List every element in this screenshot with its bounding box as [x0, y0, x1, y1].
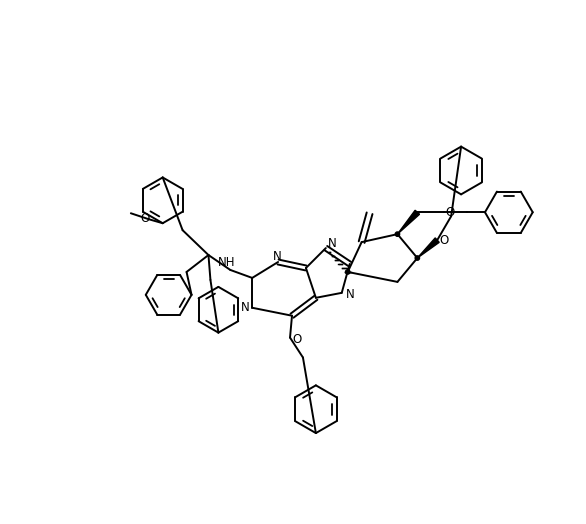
Circle shape [395, 232, 400, 236]
Text: N: N [241, 301, 250, 314]
Text: O: O [445, 206, 455, 219]
Text: N: N [272, 249, 281, 263]
Text: N: N [346, 288, 355, 301]
Text: N: N [328, 237, 336, 249]
Circle shape [415, 256, 420, 260]
Text: NH: NH [217, 256, 235, 269]
Polygon shape [397, 210, 420, 234]
Polygon shape [417, 238, 440, 258]
Text: O: O [140, 212, 149, 225]
Text: O: O [292, 333, 302, 346]
Text: O: O [440, 234, 449, 247]
Circle shape [346, 270, 350, 274]
